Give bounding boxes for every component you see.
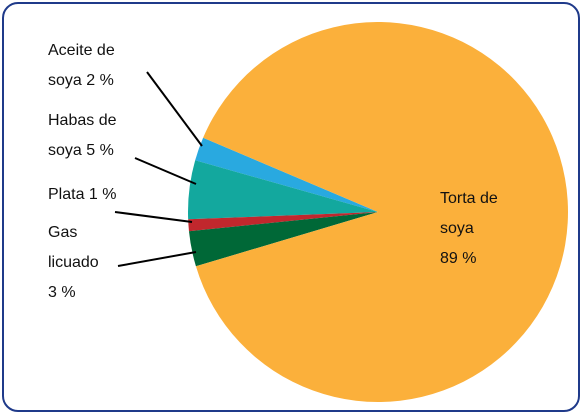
slice-label: Torta de soya 89 %: [440, 184, 512, 274]
pie-slice: [188, 212, 378, 232]
category-label: Aceite de soya: [48, 42, 115, 89]
slice-label: Aceite de soya 2 %: [48, 36, 143, 96]
pie-slice: [195, 22, 569, 403]
slice-label: Plata 1 %: [48, 180, 143, 210]
value-label: 1 %: [88, 186, 117, 203]
value-label: 89 %: [440, 250, 477, 267]
pie-slice: [195, 137, 378, 212]
leader-line: [117, 251, 197, 267]
value-label: 5 %: [86, 142, 114, 159]
slice-label: Habas de soya 5 %: [48, 106, 143, 166]
category-label: Plata: [48, 186, 85, 203]
leader-line: [146, 71, 203, 147]
category-label: Habas de soya: [48, 112, 117, 159]
leader-line: [134, 157, 197, 185]
pie-slice: [188, 212, 378, 267]
category-label: Torta de soya: [440, 190, 498, 237]
category-label: Gas licuado: [48, 224, 99, 271]
slice-label: Gas licuado 3 %: [48, 218, 118, 308]
leader-line: [114, 211, 193, 223]
value-label: 2 %: [86, 72, 114, 89]
value-label: 3 %: [48, 284, 76, 301]
pie-slice: [188, 160, 378, 220]
